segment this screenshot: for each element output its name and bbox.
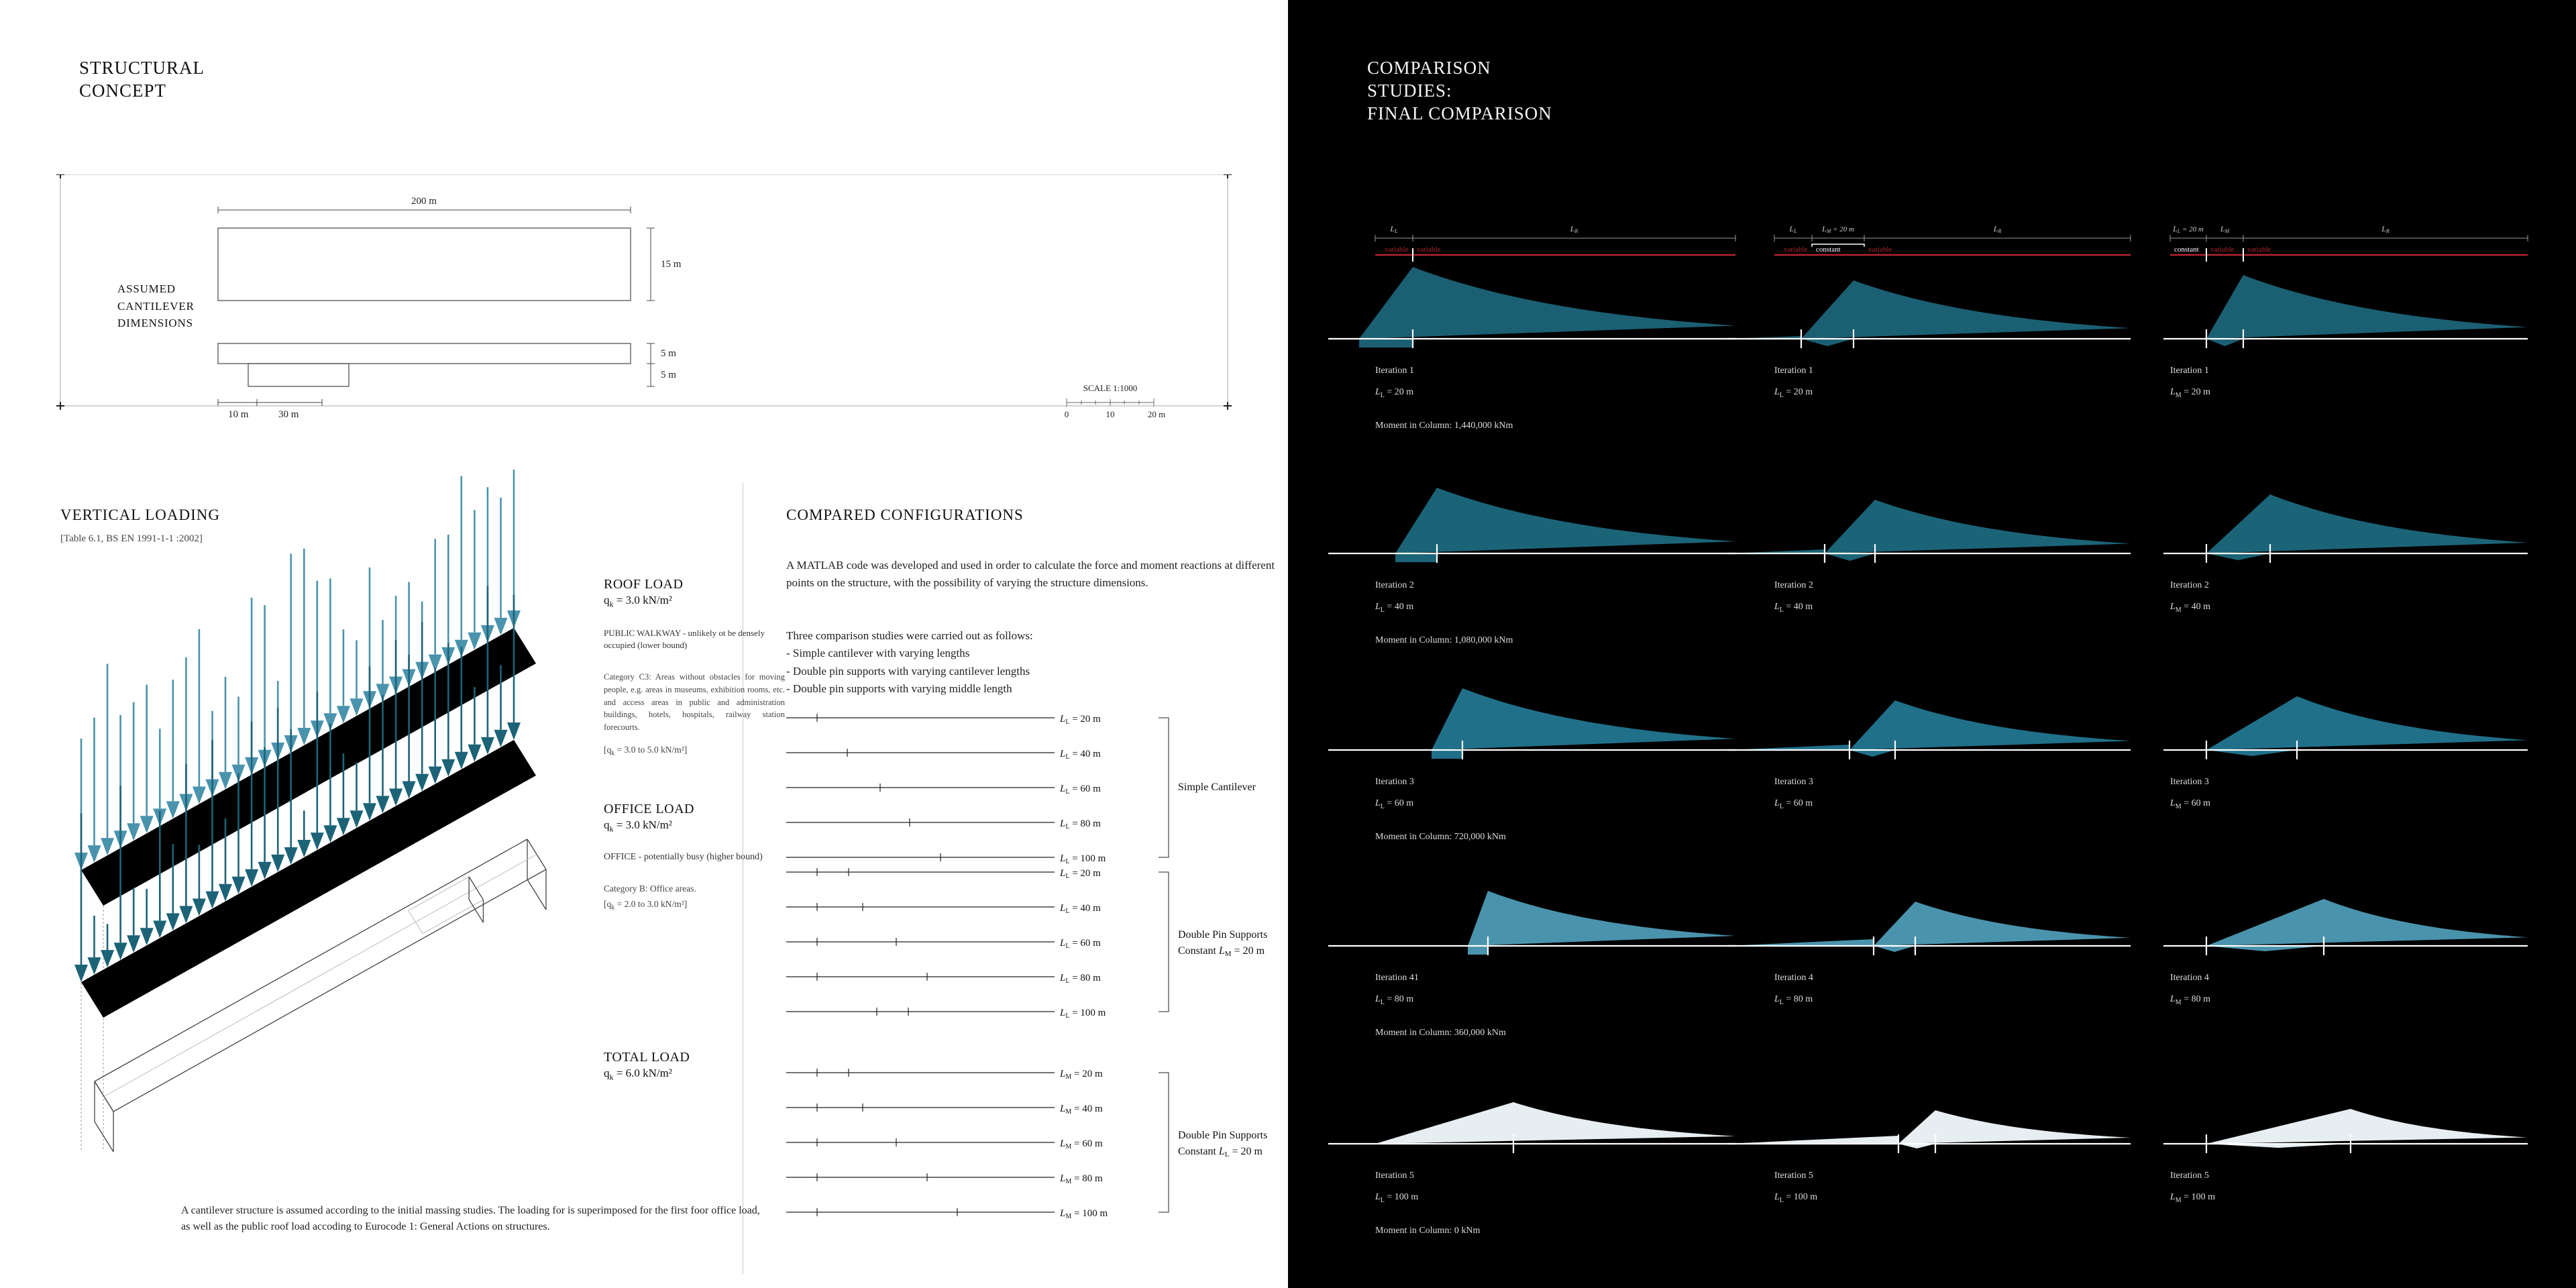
svg-text:0: 0 [1065,409,1069,419]
svg-text:LM = 100 m: LM = 100 m [1059,1208,1108,1220]
svg-text:SCALE 1:1000: SCALE 1:1000 [1083,383,1138,393]
svg-text:LL = 80 m: LL = 80 m [1059,973,1101,985]
svg-text:Constant LL = 20 m: Constant LL = 20 m [1178,1146,1263,1159]
svg-text:Double Pin Supports: Double Pin Supports [1178,1130,1267,1141]
svg-text:LL = 60 m: LL = 60 m [1059,938,1101,950]
svg-text:LM = 20 m: LM = 20 m [1059,1069,1103,1081]
svg-text:LM = 40 m: LM = 40 m [1059,1104,1103,1116]
svg-text:LM = 60 m: LM = 60 m [1059,1138,1103,1150]
svg-text:LL = 100 m: LL = 100 m [1059,853,1106,865]
svg-text:30 m: 30 m [278,409,299,420]
svg-text:LL = 20 m: LL = 20 m [1059,868,1101,880]
svg-text:LL = 20 m: LL = 20 m [1059,714,1101,726]
svg-text:Constant LM = 20 m: Constant LM = 20 m [1178,945,1265,958]
svg-text:LL = 60 m: LL = 60 m [1059,784,1101,796]
svg-text:LL = 100 m: LL = 100 m [1059,1008,1106,1020]
svg-text:LL = 80 m: LL = 80 m [1059,818,1101,830]
svg-text:Simple Cantilever: Simple Cantilever [1178,782,1256,793]
svg-text:10 m: 10 m [228,409,249,420]
svg-text:Double Pin Supports: Double Pin Supports [1178,929,1267,941]
svg-text:20 m: 20 m [1148,409,1165,419]
svg-text:5 m: 5 m [661,348,676,359]
svg-text:5 m: 5 m [661,370,676,380]
svg-text:10: 10 [1106,409,1115,419]
svg-text:LL = 40 m: LL = 40 m [1059,903,1101,915]
svg-text:200 m: 200 m [411,196,437,207]
svg-text:15 m: 15 m [661,259,682,270]
svg-text:LM = 80 m: LM = 80 m [1059,1173,1103,1185]
svg-text:LL = 40 m: LL = 40 m [1059,749,1101,761]
